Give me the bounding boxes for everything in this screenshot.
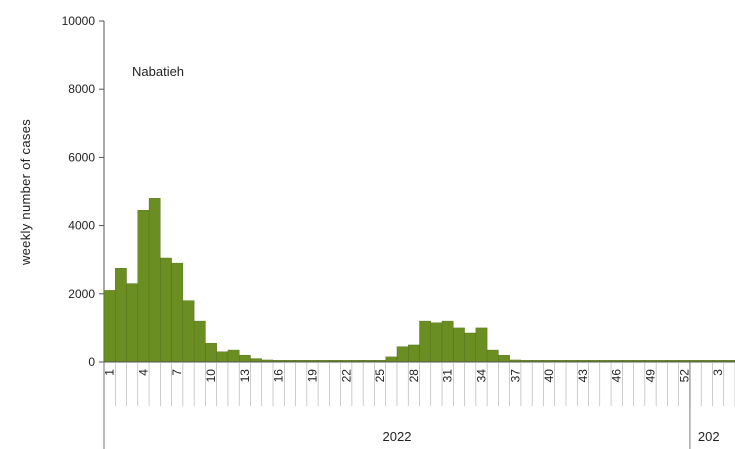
- bar: [396, 346, 409, 363]
- x-tick-label: 52: [677, 369, 691, 383]
- bar: [160, 257, 172, 363]
- x-tick-label: 31: [441, 369, 455, 383]
- x-tick-label: 28: [407, 369, 421, 383]
- x-tick-label: 10: [204, 369, 218, 383]
- x-tick-label: 3: [711, 369, 725, 376]
- bar: [385, 356, 398, 363]
- bar: [486, 349, 499, 363]
- bar: [115, 268, 127, 363]
- x-tick-label: 49: [643, 369, 657, 383]
- bar: [148, 198, 161, 363]
- x-tick-label: 22: [339, 369, 353, 383]
- x-tick-label: 40: [542, 369, 556, 383]
- bars: [103, 198, 735, 363]
- y-tick-label: 0: [88, 355, 95, 369]
- bar: [441, 320, 454, 363]
- y-tick-label: 6000: [68, 150, 95, 164]
- bar: [453, 327, 465, 363]
- bar: [193, 320, 206, 363]
- region-annotation: Nabatieh: [132, 64, 184, 79]
- bar: [464, 332, 477, 363]
- bar: [103, 290, 116, 363]
- year-label: 202: [698, 429, 720, 444]
- bar: [408, 344, 420, 363]
- bar: [227, 349, 240, 363]
- x-tick-label: 46: [610, 369, 624, 383]
- x-tick-label: 4: [136, 369, 150, 376]
- x-tick-label: 43: [576, 369, 590, 383]
- x-tick-label: 13: [238, 369, 252, 383]
- bar: [419, 320, 431, 363]
- year-label: 2022: [383, 429, 412, 444]
- x-tick-label: 7: [170, 369, 184, 376]
- bar: [239, 354, 251, 363]
- y-tick-label: 8000: [68, 82, 95, 96]
- y-axis: 0 2000 4000 6000 8000 10000: [62, 14, 105, 369]
- x-tick-label: 25: [373, 369, 387, 383]
- bar: [430, 322, 443, 363]
- x-axis: 1 4 7 10 13 16 19 22 25 28 31 34 37 40 43 46 49 52 3 2022 20…: [103, 361, 735, 449]
- x-tick-label: 16: [272, 369, 286, 383]
- y-tick-label: 4000: [68, 219, 95, 233]
- bar: [171, 262, 184, 363]
- bar: [498, 354, 510, 363]
- bar: [182, 300, 195, 363]
- bar: [216, 351, 229, 363]
- y-axis-label: weekly number of cases: [18, 119, 33, 266]
- bar: [137, 210, 150, 363]
- x-tick-label: 37: [508, 369, 522, 383]
- x-tick-label: 1: [103, 369, 117, 376]
- bar: [475, 327, 488, 363]
- x-tick-label: 19: [305, 369, 319, 383]
- bar: [250, 358, 262, 363]
- y-tick-label: 10000: [62, 14, 96, 28]
- bar: [205, 343, 217, 363]
- y-tick-label: 2000: [68, 287, 95, 301]
- x-tick-label: 34: [474, 369, 488, 383]
- bar: [126, 283, 139, 363]
